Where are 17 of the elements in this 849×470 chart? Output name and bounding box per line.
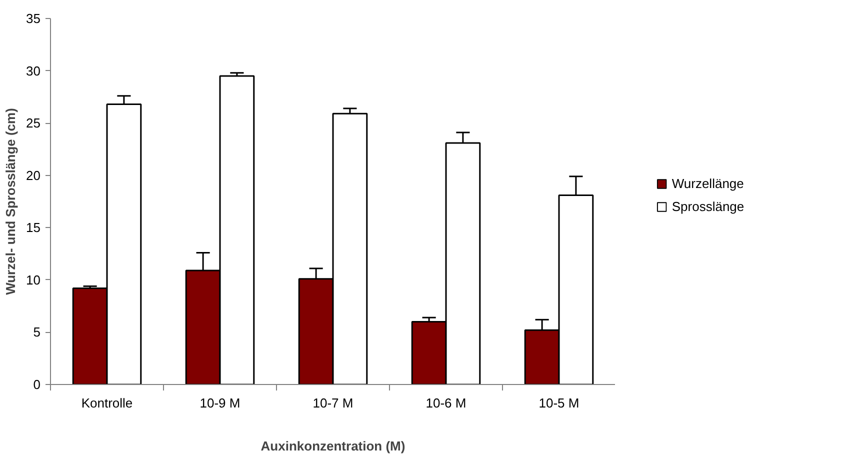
legend-label: Sprosslänge [672,199,744,214]
y-tick-label: 5 [33,324,41,340]
y-tick-label: 20 [26,168,41,183]
x-tick-label: 10-9 M [200,396,240,410]
x-tick-label: 10-5 M [538,396,580,410]
y-tick-label: 30 [26,63,41,78]
x-tick-label: 10-7 M [312,396,354,410]
legend-label: Wurzellänge [672,176,744,191]
y-tick-label: 0 [33,377,41,392]
y-axis-title: Wurzel- und Sprosslänge (cm) [3,108,18,295]
x-tick-label: Kontrolle [81,396,133,410]
y-tick-label: 10 [26,272,41,288]
y-tick-label: 25 [26,116,41,131]
x-tick-label: 10-6 M [426,396,466,410]
x-axis-title: Auxinkonzentration (M) [260,438,406,454]
y-tick-label: 15 [26,220,41,236]
y-tick-label: 35 [26,11,41,26]
